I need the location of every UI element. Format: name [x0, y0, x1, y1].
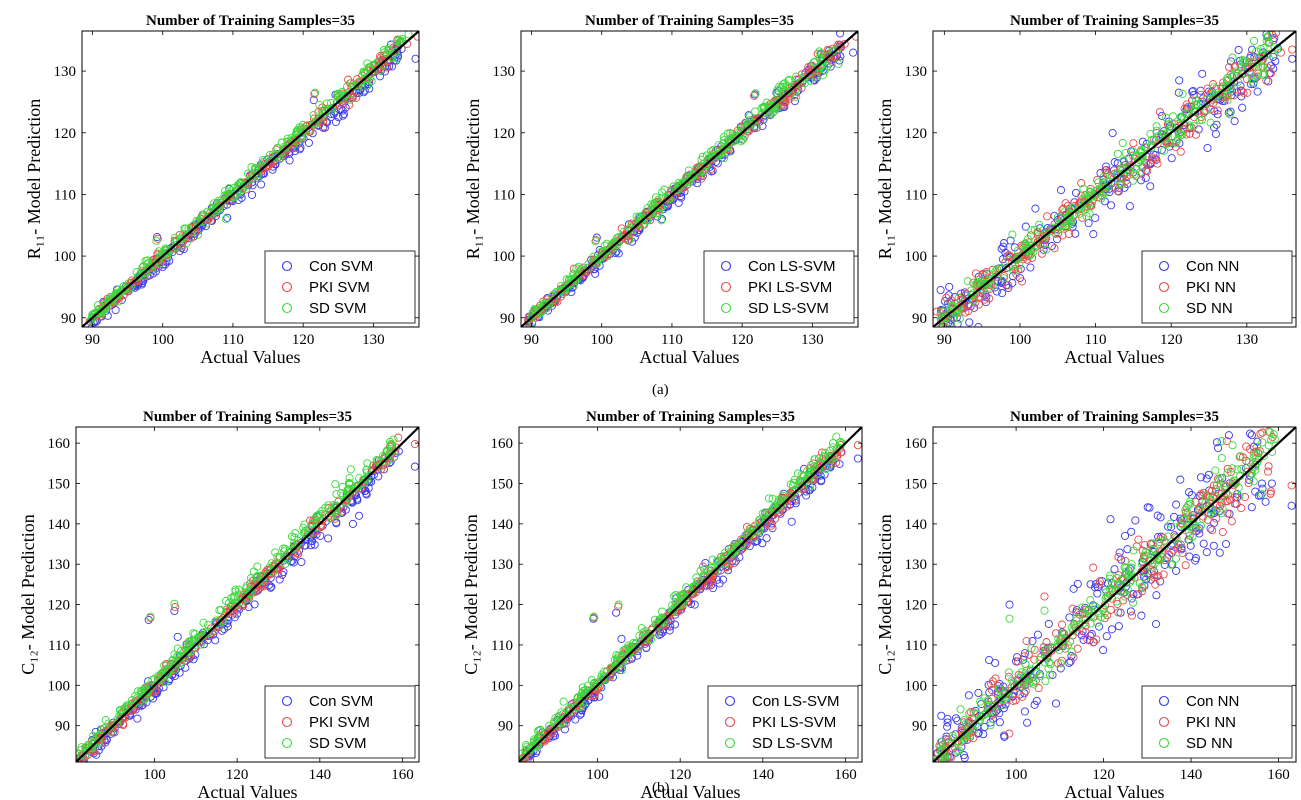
x-tick-label: 120 [669, 767, 692, 783]
legend: Con SVM PKI SVM SD SVM [265, 251, 415, 323]
legend-label: PKI NN [1186, 279, 1236, 296]
y-tick-label: 130 [48, 557, 71, 573]
legend-label: PKI LS-SVM [752, 714, 836, 731]
x-tick-label: 140 [752, 767, 775, 783]
data-point [1235, 390, 1242, 397]
y-tick-label: 90 [500, 311, 515, 327]
y-tick-label: 130 [491, 557, 514, 573]
x-tick-label: 90 [937, 332, 952, 348]
y-tick-label: 160 [491, 436, 514, 452]
x-tick-label: 130 [362, 332, 385, 348]
y-tick-label: 110 [905, 187, 927, 203]
y-tick-label: 140 [491, 517, 514, 533]
y-tick-label: 140 [48, 517, 71, 533]
y-tick-label: 100 [48, 678, 71, 694]
legend: Con LS-SVM PKI LS-SVM SD LS-SVM [704, 251, 854, 323]
y-tick-label: 100 [905, 249, 928, 265]
x-tick-label: 160 [391, 767, 414, 783]
y-axis-label: C₁₂- Model Prediction [18, 514, 38, 675]
x-tick-label: 100 [586, 767, 609, 783]
y-tick-label: 90 [912, 311, 927, 327]
y-tick-label: 110 [493, 187, 515, 203]
chart-panel-6: 100 120 140 16090100110120130140150160Numbe… [875, 390, 1296, 800]
x-tick-label: 100 [151, 332, 174, 348]
legend: Con LS-SVM PKI LS-SVM SD LS-SVM [708, 686, 858, 758]
y-tick-label: 160 [48, 436, 71, 452]
legend-label: SD NN [1186, 300, 1233, 317]
x-tick-label: 160 [834, 767, 857, 783]
y-axis-label: C₁₂- Model Prediction [461, 514, 481, 675]
y-tick-label: 120 [48, 598, 71, 614]
x-tick-label: 120 [1160, 332, 1183, 348]
legend-label: PKI SVM [309, 279, 370, 296]
y-axis-label: R₁₁- Model Prediction [24, 99, 44, 260]
data-point [946, 774, 953, 781]
chart-panel-3: 90 100 110 120 130 90 100 110 120 130 Number of Tr… [875, 13, 1296, 367]
y-axis-label: R₁₁- Model Prediction [463, 99, 483, 260]
y-tick-label: 90 [61, 311, 76, 327]
x-tick-label: 110 [661, 332, 683, 348]
y-tick-label: 120 [54, 126, 77, 142]
y-tick-label: 120 [905, 126, 928, 142]
y-tick-label: 130 [493, 64, 516, 80]
x-tick-label: 110 [1085, 332, 1107, 348]
x-tick-label: 120 [292, 332, 315, 348]
y-tick-label: 100 [54, 249, 77, 265]
y-tick-label: 90 [55, 719, 70, 735]
x-tick-label: 100 [1009, 332, 1032, 348]
legend-label: Con LS-SVM [752, 693, 840, 710]
legend-label: Con SVM [309, 258, 373, 275]
x-tick-label: 90 [85, 332, 100, 348]
x-axis-label: Actual Values [1064, 347, 1164, 367]
chart-title: Number of Training Samples=35 [1010, 13, 1219, 29]
x-axis-label: Actual Values [200, 347, 300, 367]
y-tick-label: 100 [493, 249, 516, 265]
legend: Con SVM PKI SVM SD SVM [265, 686, 415, 758]
legend-label: SD LS-SVM [752, 735, 833, 752]
legend-label: PKI SVM [309, 714, 370, 731]
x-axis-label: Actual Values [197, 782, 297, 800]
x-tick-label: 100 [143, 767, 166, 783]
chart-panel-2: 90 100 110 120 130 90 100 110 120 130 Number of Tr… [463, 13, 860, 367]
y-tick-label: 110 [491, 638, 513, 654]
legend-label: Con NN [1186, 258, 1239, 275]
chart-panel-4: 100 120 140 160 90 100 110 120 130 140 150 160 Numbe… [18, 409, 419, 800]
y-tick-label: 100 [491, 678, 514, 694]
legend: Con NN PKI NN SD NN [1142, 251, 1292, 323]
y-axis-label: R₁₁- Model Prediction [875, 99, 895, 260]
y-tick-label: 150 [491, 477, 514, 493]
chart-title: Number of Training Samples=35 [146, 13, 355, 29]
x-tick-label: 120 [226, 767, 249, 783]
y-tick-label: 110 [54, 187, 76, 203]
legend-label: SD SVM [309, 300, 367, 317]
y-tick-label: 90 [498, 719, 513, 735]
x-tick-label: 120 [731, 332, 754, 348]
chart-title: Number of Training Samples=35 [143, 409, 352, 425]
chart-panel-1: 90 100 110 120 130 90 100 110 120 130 Number of Tr… [24, 13, 421, 367]
x-tick-label: 140 [309, 767, 332, 783]
chart-title: Number of Training Samples=35 [586, 409, 795, 425]
y-tick-label: 120 [493, 126, 516, 142]
chart-panel-5: 100 120 140 160 90 100 110 120 130 140 150 160 Numbe… [461, 409, 862, 800]
legend-label: Con LS-SVM [748, 258, 836, 275]
x-tick-label: 130 [1236, 332, 1259, 348]
y-tick-label: 110 [48, 638, 70, 654]
y-tick-label: 120 [491, 598, 514, 614]
x-tick-label: 130 [801, 332, 824, 348]
y-tick-label: 150 [48, 477, 71, 493]
legend-label: Con SVM [309, 693, 373, 710]
legend-label: SD SVM [309, 735, 367, 752]
x-tick-label: 90 [524, 332, 539, 348]
y-tick-label: 130 [905, 64, 928, 80]
legend-label: SD LS-SVM [748, 300, 829, 317]
legend-label: PKI LS-SVM [748, 279, 832, 296]
x-tick-label: 100 [590, 332, 613, 348]
x-tick-label: 110 [222, 332, 244, 348]
chart-title: Number of Training Samples=35 [585, 13, 794, 29]
y-tick-label: 130 [54, 64, 77, 80]
x-axis-label: Actual Values [639, 347, 739, 367]
